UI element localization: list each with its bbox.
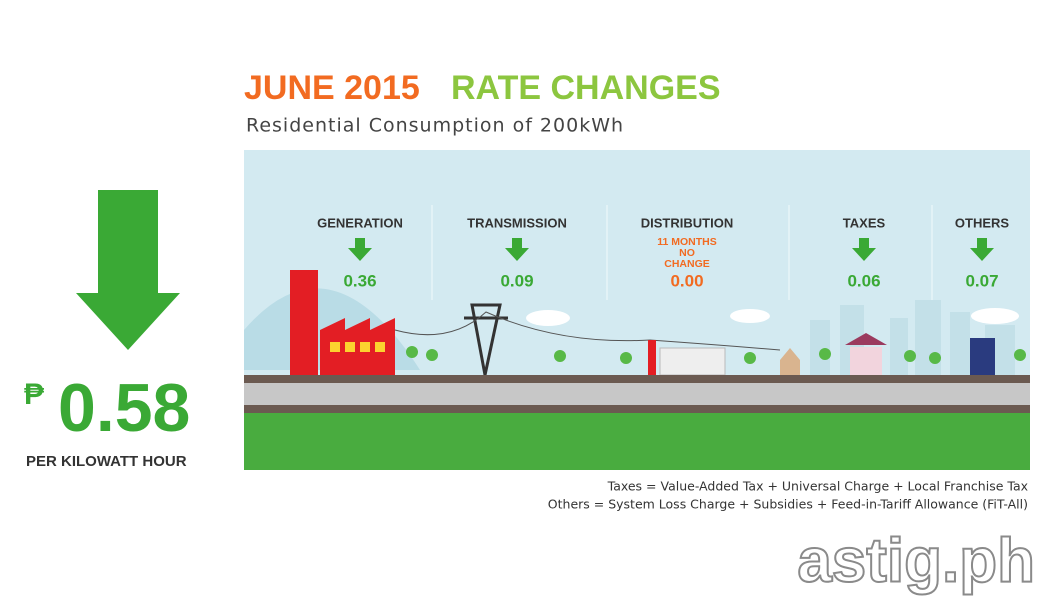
title-date: JUNE 2015 [244,69,420,107]
watermark: astig.ph [797,526,1035,595]
banner [244,150,1030,470]
component-value: 0.09 [500,271,533,290]
down-arrow [852,238,876,261]
down-arrow [505,238,529,261]
title-rest: RATE CHANGES [451,69,721,107]
component-note: CHANGE [664,258,710,270]
component-value: 0.00 [670,271,703,290]
component-label: TRANSMISSION [467,215,567,230]
component-note: 11 MONTHS [657,236,717,248]
component-value: 0.07 [965,271,998,290]
components: GENERATION 0.36 TRANSMISSION 0.09 DISTRIBUTI… [317,215,1009,290]
down-arrow [76,190,180,350]
footnote: Others = System Loss Charge + Subsidies … [548,497,1028,512]
component-label: TAXES [843,215,886,230]
down-arrow [970,238,994,261]
subtitle: Residential Consumption of 200kWh [246,115,624,137]
component-note: NO [679,247,695,259]
total-amount: 0.58 [58,370,190,446]
footnote: Taxes = Value-Added Tax + Universal Char… [607,479,1028,494]
currency: ₱ [24,378,45,411]
component-label: GENERATION [317,215,403,230]
down-arrow [348,238,372,261]
component-value: 0.36 [343,271,376,290]
total-unit: PER KILOWATT HOUR [26,453,187,470]
component-label: OTHERS [955,215,1010,230]
component-value: 0.06 [847,271,880,290]
component-label: DISTRIBUTION [641,215,733,230]
